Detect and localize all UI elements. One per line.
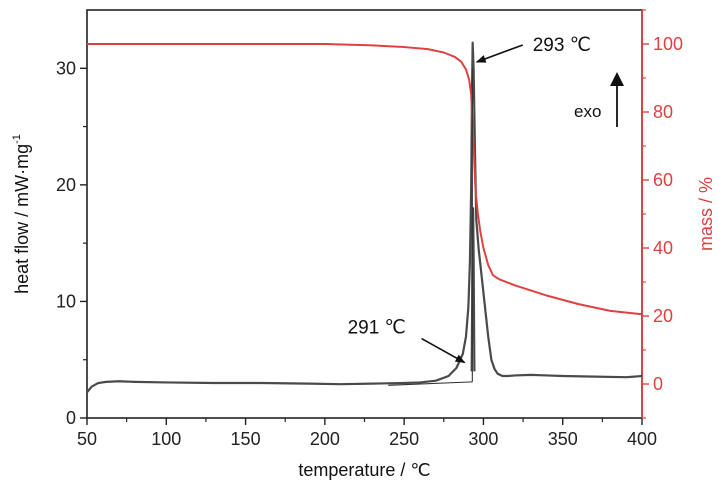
onset-arrow [421, 337, 466, 364]
y-axis-left: 0 10 20 30 [56, 58, 87, 428]
y-axis-left-label: heat flow / mW·mg-1 [11, 134, 32, 294]
exo-label: exo [574, 102, 601, 121]
peak-arrow [475, 44, 523, 63]
x-tick-label: 300 [468, 429, 498, 449]
peak-label: 293 ℃ [533, 35, 591, 56]
y-right-tick-label: 60 [653, 170, 673, 190]
y-axis-right: 0 20 40 60 80 100 [641, 9, 683, 419]
onset-label: 291 ℃ [348, 318, 406, 339]
y-axis-left-label-main: heat flow / mW·mg [12, 144, 32, 294]
exo-arrowhead [610, 72, 624, 86]
y-right-tick-label: 100 [653, 34, 683, 54]
y-left-tick-label: 20 [56, 175, 76, 195]
annotations-layer: 293 ℃ 291 ℃ exo [348, 35, 624, 364]
plot-frame [86, 9, 643, 419]
y-right-tick-label: 40 [653, 238, 673, 258]
y-axis-left-label-superscript: -1 [11, 134, 23, 144]
x-axis: 50 100 150 200 250 300 350 400 [77, 418, 657, 449]
x-tick-label: 250 [389, 429, 419, 449]
y-axis-right-label: mass / % [696, 177, 716, 251]
series-line-heat-flow-0 [86, 41, 643, 394]
series-layer [86, 41, 643, 394]
x-tick-label: 150 [231, 429, 261, 449]
x-tick-label: 400 [627, 429, 657, 449]
x-tick-label: 200 [310, 429, 340, 449]
baseline-line [388, 381, 473, 386]
series-line-mass [87, 43, 643, 316]
y-left-tick-label: 30 [56, 58, 76, 78]
y-right-tick-label: 80 [653, 102, 673, 122]
y-left-tick-label: 0 [66, 408, 76, 428]
y-right-tick-label: 20 [653, 306, 673, 326]
x-tick-label: 50 [77, 429, 97, 449]
y-left-tick-label: 10 [56, 291, 76, 311]
y-right-tick-label: 0 [653, 374, 663, 394]
x-tick-label: 350 [548, 429, 578, 449]
x-axis-label: temperature / ℃ [298, 460, 430, 480]
x-tick-label: 100 [151, 429, 181, 449]
